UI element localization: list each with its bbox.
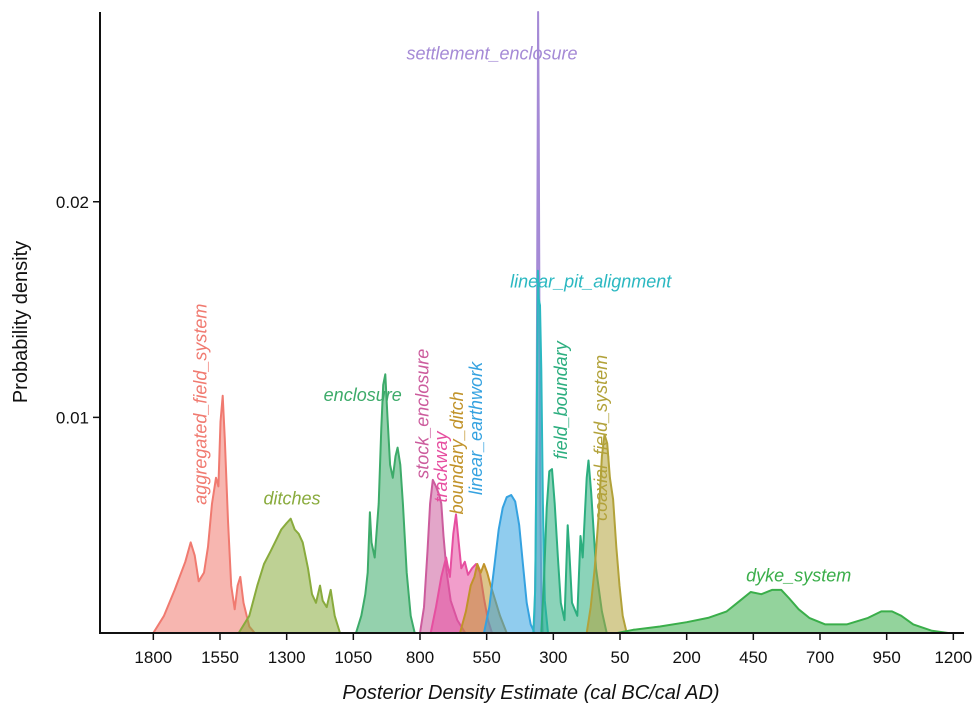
x-tick-label: 1050 <box>334 648 372 667</box>
area-linear-earthwork <box>483 494 536 634</box>
label-linear-pit-alignment: linear_pit_alignment <box>510 271 672 291</box>
x-tick-label: 450 <box>739 648 767 667</box>
y-axis-title: Probability density <box>10 241 32 403</box>
label-field-boundary: field_boundary <box>551 340 571 459</box>
label-trackway: trackway <box>431 430 451 502</box>
x-tick-label: 50 <box>611 648 630 667</box>
x-tick-label: 550 <box>472 648 500 667</box>
area-aggregated-field-system <box>152 394 256 634</box>
y-ticks: 0.01 0.02 <box>56 193 100 427</box>
label-settlement-enclosure: settlement_enclosure <box>406 43 577 63</box>
y-tick-label: 0.01 <box>56 408 89 427</box>
x-ticks: 1800 1550 1300 1050 800 550 300 50 200 450 700 950 1… <box>134 633 972 667</box>
label-coaxial-field-system: coaxial_field_system <box>591 355 611 521</box>
x-tick-label: 1300 <box>268 648 306 667</box>
x-tick-label: 1200 <box>934 648 972 667</box>
x-tick-label: 300 <box>539 648 567 667</box>
label-stock-enclosure: stock_enclosure <box>413 349 433 479</box>
x-tick-label: 700 <box>806 648 834 667</box>
label-ditches: ditches <box>263 489 320 509</box>
label-enclosure: enclosure <box>324 385 402 405</box>
area-field-boundary <box>540 459 608 634</box>
x-tick-label: 1550 <box>201 648 239 667</box>
x-axis-title: Posterior Density Estimate (cal BC/cal A… <box>342 682 719 704</box>
x-tick-label: 800 <box>406 648 434 667</box>
area-dyke-system <box>616 588 949 634</box>
x-tick-label: 950 <box>872 648 900 667</box>
area-enclosure <box>355 373 416 634</box>
label-dyke-system: dyke_system <box>746 565 851 585</box>
label-linear-earthwork: linear_earthwork <box>466 361 486 495</box>
y-tick-label: 0.02 <box>56 193 89 212</box>
label-boundary-ditch: boundary_ditch <box>447 391 467 514</box>
x-tick-label: 1800 <box>134 648 172 667</box>
density-areas <box>152 11 949 634</box>
x-tick-label: 200 <box>672 648 700 667</box>
area-coaxial-field-system <box>585 433 628 634</box>
label-aggregated-field-system: aggregated_field_system <box>191 304 211 505</box>
area-ditches <box>237 517 341 634</box>
